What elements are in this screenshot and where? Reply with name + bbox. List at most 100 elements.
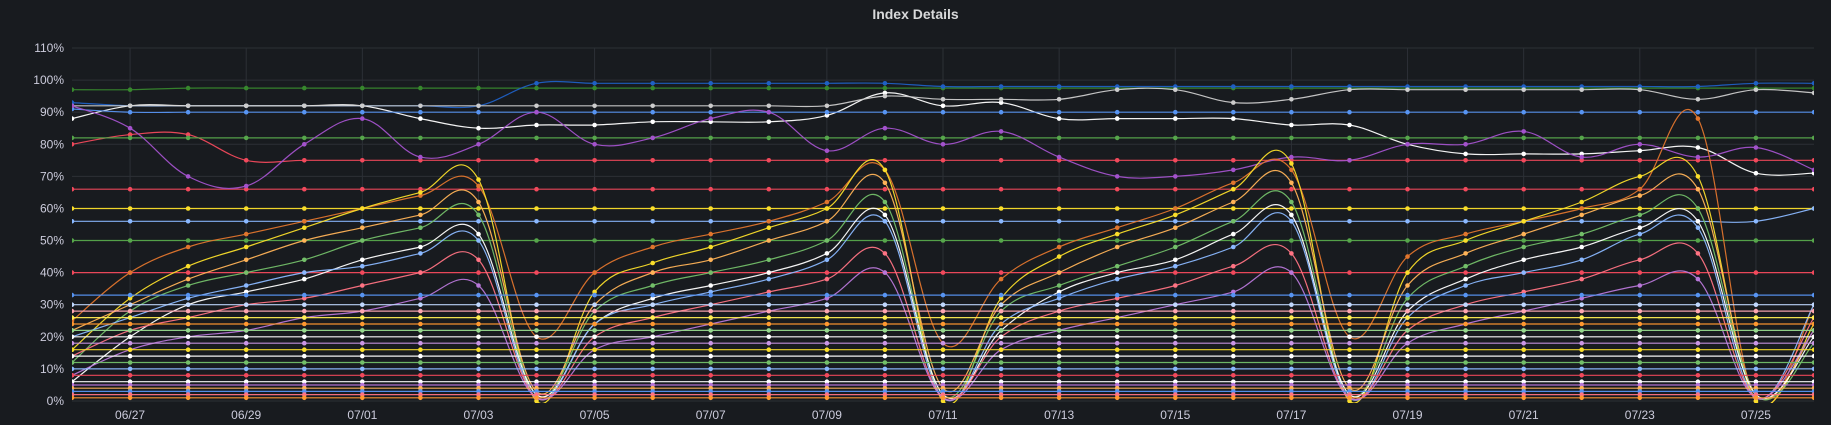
- data-point[interactable]: [1173, 315, 1178, 320]
- data-point[interactable]: [1173, 283, 1178, 288]
- data-point[interactable]: [1347, 392, 1352, 397]
- data-point[interactable]: [708, 302, 713, 308]
- data-point[interactable]: [360, 353, 365, 359]
- data-point[interactable]: [940, 328, 946, 333]
- data-point[interactable]: [1463, 206, 1468, 211]
- data-point[interactable]: [650, 186, 655, 192]
- data-point[interactable]: [243, 206, 249, 211]
- data-point[interactable]: [476, 109, 481, 115]
- series-31[interactable]: [70, 360, 1817, 365]
- data-point[interactable]: [882, 340, 888, 346]
- data-point[interactable]: [476, 340, 481, 346]
- data-point[interactable]: [127, 206, 133, 211]
- data-point[interactable]: [1347, 379, 1352, 385]
- data-point[interactable]: [1695, 97, 1701, 102]
- data-point[interactable]: [1231, 135, 1236, 141]
- data-point[interactable]: [185, 270, 191, 275]
- data-point[interactable]: [418, 116, 423, 121]
- data-point[interactable]: [998, 238, 1004, 243]
- data-point[interactable]: [70, 308, 75, 314]
- data-point[interactable]: [1579, 212, 1584, 218]
- data-point[interactable]: [302, 142, 307, 147]
- data-point[interactable]: [1695, 270, 1701, 275]
- data-point[interactable]: [418, 190, 423, 195]
- data-point[interactable]: [1637, 238, 1643, 243]
- data-point[interactable]: [70, 302, 75, 307]
- data-point[interactable]: [940, 366, 946, 372]
- data-point[interactable]: [1405, 366, 1410, 372]
- data-point[interactable]: [824, 270, 830, 275]
- data-point[interactable]: [1579, 360, 1584, 365]
- data-point[interactable]: [592, 292, 597, 298]
- data-point[interactable]: [127, 389, 133, 394]
- data-point[interactable]: [650, 244, 655, 250]
- data-point[interactable]: [185, 385, 191, 391]
- data-point[interactable]: [1231, 206, 1236, 211]
- data-point[interactable]: [998, 315, 1004, 320]
- series-23[interactable]: [70, 308, 1817, 314]
- data-point[interactable]: [243, 340, 249, 346]
- data-point[interactable]: [302, 225, 307, 230]
- data-point[interactable]: [185, 174, 191, 179]
- data-point[interactable]: [302, 135, 307, 141]
- data-point[interactable]: [418, 328, 423, 333]
- data-point[interactable]: [243, 315, 249, 320]
- data-point[interactable]: [1579, 206, 1584, 211]
- data-point[interactable]: [708, 353, 713, 359]
- data-point[interactable]: [1289, 353, 1294, 359]
- data-point[interactable]: [1347, 270, 1352, 275]
- data-point[interactable]: [1463, 302, 1468, 308]
- data-point[interactable]: [127, 315, 133, 320]
- data-point[interactable]: [1637, 321, 1643, 327]
- data-point[interactable]: [1173, 257, 1178, 263]
- data-point[interactable]: [708, 238, 713, 243]
- data-point[interactable]: [708, 360, 713, 365]
- data-point[interactable]: [592, 270, 597, 275]
- data-point[interactable]: [1695, 109, 1701, 115]
- data-point[interactable]: [70, 347, 75, 352]
- data-point[interactable]: [418, 366, 423, 372]
- data-point[interactable]: [940, 142, 946, 147]
- data-point[interactable]: [1579, 296, 1584, 301]
- data-point[interactable]: [940, 389, 946, 394]
- data-point[interactable]: [1811, 186, 1817, 192]
- data-point[interactable]: [1056, 135, 1062, 141]
- data-point[interactable]: [1521, 292, 1526, 298]
- data-point[interactable]: [1463, 321, 1468, 327]
- data-point[interactable]: [1521, 289, 1526, 295]
- data-point[interactable]: [1637, 225, 1643, 230]
- data-point[interactable]: [650, 270, 655, 275]
- data-point[interactable]: [476, 382, 481, 388]
- data-point[interactable]: [1811, 158, 1817, 163]
- data-point[interactable]: [1056, 334, 1062, 340]
- data-point[interactable]: [534, 206, 539, 211]
- data-point[interactable]: [1521, 84, 1526, 89]
- data-point[interactable]: [650, 238, 655, 243]
- data-point[interactable]: [998, 395, 1004, 401]
- data-point[interactable]: [1289, 251, 1294, 256]
- data-point[interactable]: [824, 373, 830, 378]
- data-point[interactable]: [1056, 283, 1062, 288]
- data-point[interactable]: [1637, 385, 1643, 391]
- data-point[interactable]: [1405, 135, 1410, 141]
- data-point[interactable]: [1405, 254, 1410, 259]
- data-point[interactable]: [1695, 379, 1701, 385]
- data-point[interactable]: [1579, 186, 1584, 192]
- data-point[interactable]: [1405, 308, 1410, 314]
- data-point[interactable]: [418, 206, 423, 211]
- data-point[interactable]: [1347, 308, 1352, 314]
- data-point[interactable]: [185, 276, 191, 282]
- data-point[interactable]: [185, 132, 191, 137]
- data-point[interactable]: [360, 334, 365, 340]
- data-point[interactable]: [1463, 87, 1468, 92]
- data-point[interactable]: [882, 167, 888, 173]
- data-point[interactable]: [766, 81, 772, 86]
- data-point[interactable]: [1347, 87, 1352, 92]
- data-point[interactable]: [70, 373, 75, 378]
- data-point[interactable]: [1289, 382, 1294, 388]
- data-point[interactable]: [1521, 109, 1526, 115]
- series-30[interactable]: [70, 353, 1817, 359]
- data-point[interactable]: [1753, 373, 1759, 378]
- data-point[interactable]: [1521, 334, 1526, 340]
- data-point[interactable]: [1695, 186, 1701, 192]
